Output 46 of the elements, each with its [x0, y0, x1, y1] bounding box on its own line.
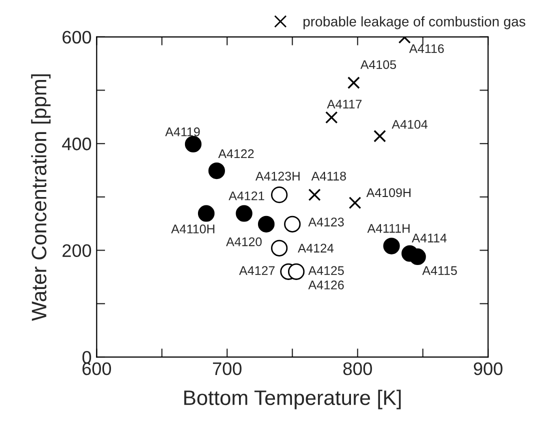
annotation: A4125: [308, 266, 344, 275]
point: [284, 216, 301, 232]
annotation: A4116: [409, 44, 444, 54]
point: [198, 205, 215, 222]
point: [271, 240, 288, 256]
annotation: A4122: [218, 149, 254, 158]
point: [236, 205, 252, 222]
annotation: A4115: [422, 266, 457, 275]
annotation: A4120: [226, 237, 262, 246]
x-tick-label: 800: [343, 362, 372, 376]
annotation: A4114: [412, 234, 447, 242]
point: [325, 111, 338, 124]
x-tick-label: 700: [212, 362, 242, 376]
annotation: A4123H: [255, 172, 300, 181]
point: [383, 238, 400, 254]
point: [348, 196, 362, 210]
point: [288, 263, 305, 280]
annotation: A4127: [239, 266, 275, 275]
point: [271, 186, 288, 204]
point: [347, 76, 360, 89]
y-axis-title: Water Concentration [ppm]: [31, 74, 51, 321]
annotation: A4119: [165, 127, 200, 136]
y-tick-label: 200: [62, 244, 92, 258]
annotation: A4121: [228, 191, 264, 200]
y-tick-label: 400: [62, 138, 92, 150]
x-axis-title: Bottom Temperature [K]: [184, 390, 401, 410]
annotation: A4118: [311, 172, 346, 181]
annotation: A4109H: [366, 188, 410, 198]
annotation: A4123: [308, 218, 344, 226]
legend-label: probable leakage of combustion gas: [304, 16, 526, 30]
point: [208, 162, 225, 180]
annotation: A4117: [326, 100, 362, 108]
x-tick-label: 600: [82, 362, 112, 376]
y-tick-label: 600: [62, 30, 92, 44]
point: [308, 188, 321, 202]
annotation: A4124: [298, 244, 334, 252]
point: [184, 136, 202, 152]
x-tick-label: 900: [474, 362, 502, 376]
annotation: A4105: [360, 60, 396, 70]
annotation: A4126: [308, 280, 344, 290]
annotation: A4104: [392, 120, 428, 129]
annotation: A4110H: [171, 224, 214, 234]
point: [409, 248, 426, 266]
point: [374, 130, 386, 142]
point: [258, 216, 275, 232]
annotation: A4111H: [367, 224, 410, 233]
